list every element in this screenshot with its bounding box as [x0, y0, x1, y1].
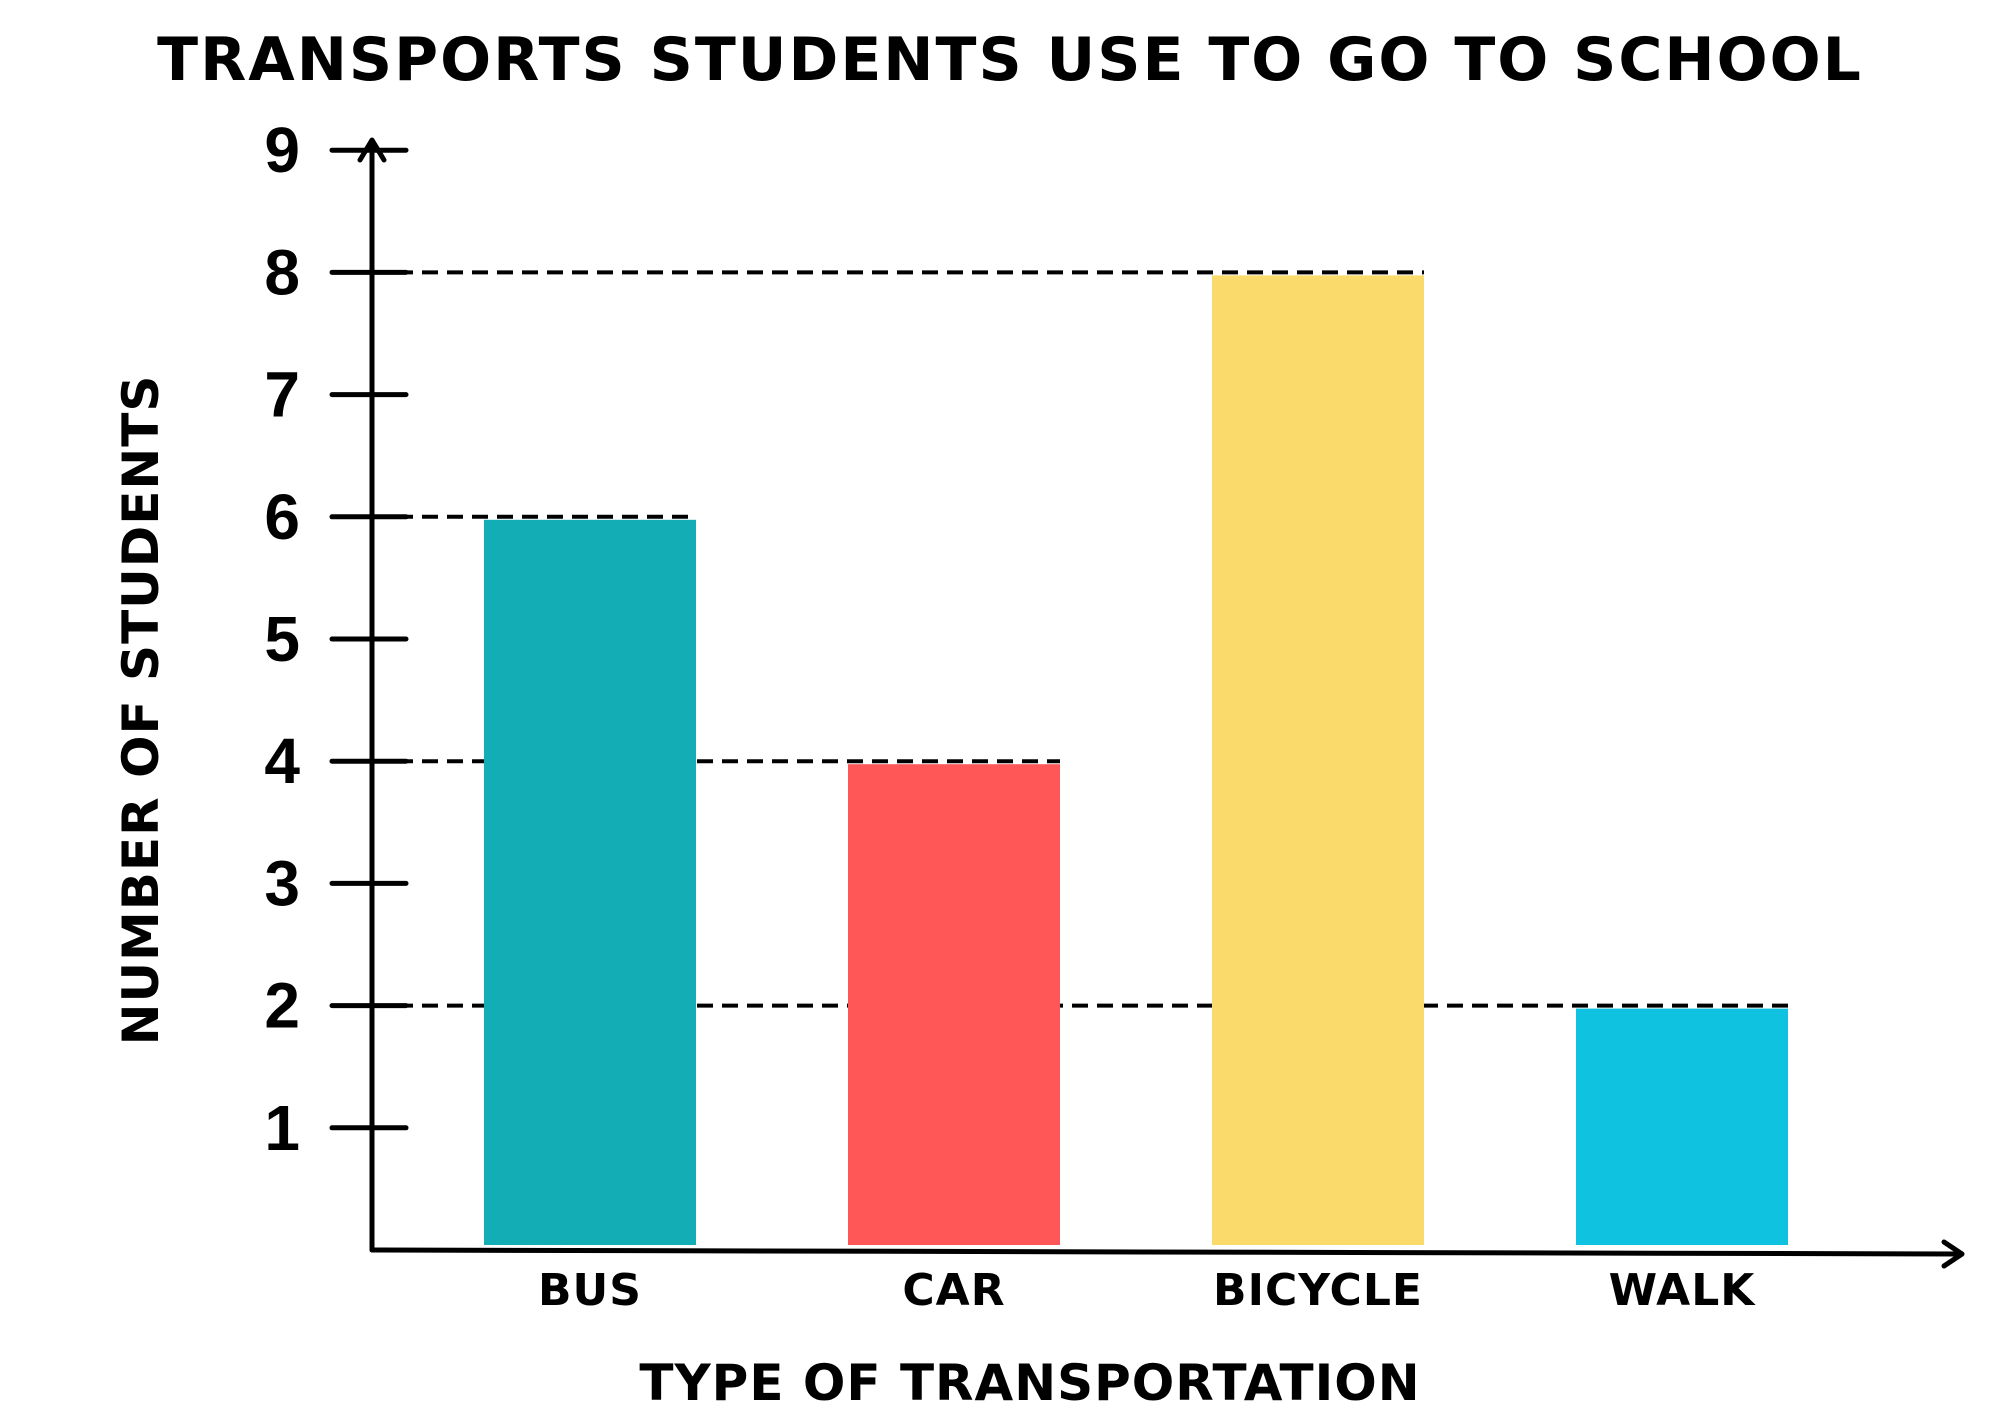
x-category-label-bicycle: BICYCLE: [1213, 1265, 1423, 1316]
x-axis-arrowhead: [1941, 1239, 1965, 1269]
bar-bus: [484, 519, 696, 1245]
y-axis-arrowhead: [357, 137, 387, 163]
y-tick-label-9: 9: [264, 114, 300, 186]
y-axis-title: NUMBER OF STUDENTS: [112, 375, 170, 1046]
y-tick-labels: 1 2 3 4 5 6 7 8 9: [264, 114, 300, 1164]
x-category-labels: BUS CAR BICYCLE WALK: [538, 1265, 1757, 1316]
y-tick-label-5: 5: [264, 603, 300, 675]
bars: [484, 275, 1788, 1245]
y-tick-label-7: 7: [264, 359, 300, 431]
y-ticks: [329, 147, 409, 1131]
x-axis-line: [369, 1247, 1963, 1257]
x-category-label-bus: BUS: [538, 1265, 642, 1316]
x-axis-title: TYPE OF TRANSPORTATION: [639, 1354, 1420, 1412]
y-tick-label-4: 4: [264, 725, 300, 797]
chart-title: TRANSPORTS STUDENTS USE TO GO TO SCHOOL: [157, 25, 1863, 95]
x-category-label-walk: WALK: [1609, 1265, 1757, 1316]
y-tick-label-8: 8: [264, 236, 300, 308]
bar-bicycle: [1212, 275, 1424, 1245]
bar-walk: [1576, 1008, 1788, 1245]
y-tick-label-6: 6: [264, 481, 300, 553]
y-tick-label-2: 2: [264, 970, 300, 1042]
x-category-label-car: CAR: [902, 1265, 1005, 1316]
axes: [357, 137, 1965, 1269]
y-tick-label-1: 1: [264, 1092, 300, 1164]
y-tick-label-3: 3: [264, 847, 300, 919]
bar-car: [848, 764, 1060, 1245]
